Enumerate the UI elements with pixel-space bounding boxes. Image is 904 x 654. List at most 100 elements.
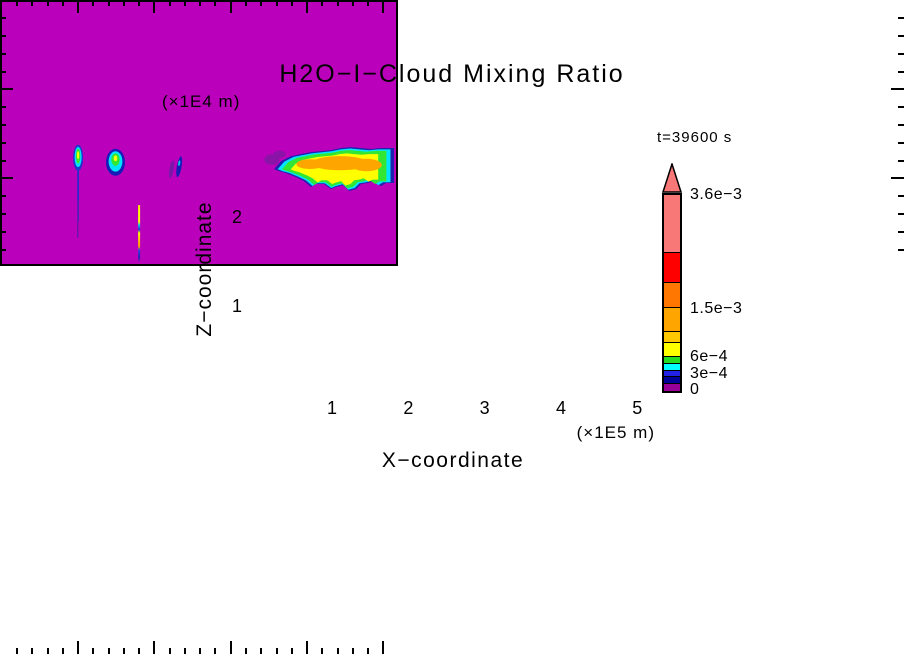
axis-tick <box>183 0 186 6</box>
axis-tick <box>891 177 904 180</box>
axis-tick <box>46 648 49 654</box>
colorbar-segment <box>664 252 680 282</box>
axis-tick <box>199 0 202 6</box>
axis-tick <box>351 648 354 654</box>
axis-tick <box>260 648 263 654</box>
axis-tick <box>0 177 13 180</box>
anvil-smudge-2 <box>273 150 286 158</box>
plot-features-svg <box>73 144 394 262</box>
z-tick-label: 1 <box>231 296 242 317</box>
axis-tick <box>92 0 95 6</box>
anvil-core-orange-3 <box>351 158 382 172</box>
axis-tick <box>0 34 6 37</box>
axis-tick <box>898 212 904 215</box>
axis-tick <box>0 248 6 251</box>
colorbar-segment <box>664 363 680 370</box>
axis-tick <box>275 648 278 654</box>
z-tick-label: 2 <box>231 207 242 228</box>
axis-tick <box>229 641 232 654</box>
x-tick-label: 5 <box>632 398 643 418</box>
axis-tick <box>382 641 385 654</box>
colorbar-segment <box>664 342 680 356</box>
axis-tick <box>336 648 339 654</box>
x-axis-unit: (×1E5 m) <box>576 423 655 442</box>
axis-tick <box>898 52 904 55</box>
axis-tick <box>306 641 308 654</box>
axis-tick <box>168 0 171 6</box>
axis-tick <box>0 123 6 126</box>
axis-tick <box>351 0 354 6</box>
axis-tick <box>107 648 110 654</box>
small-cloud-1 <box>77 151 80 160</box>
axis-tick <box>898 106 904 109</box>
axis-tick <box>229 0 232 13</box>
x-tick-label: 3 <box>479 398 490 418</box>
axis-tick <box>31 648 34 654</box>
axis-tick <box>898 70 904 73</box>
axis-tick <box>0 230 6 233</box>
axis-tick <box>122 0 125 6</box>
axis-tick <box>214 648 217 654</box>
axis-tick <box>0 141 6 144</box>
axis-tick <box>0 88 13 91</box>
axis-tick <box>898 123 904 126</box>
colorbar-overflow-arrow <box>661 161 683 193</box>
axis-tick <box>290 0 293 6</box>
axis-tick <box>898 230 904 233</box>
axis-tick <box>31 0 34 6</box>
axis-tick <box>898 141 904 144</box>
colorbar-segment <box>664 383 680 391</box>
axis-tick <box>382 0 385 13</box>
axis-tick <box>138 648 141 654</box>
axis-tick <box>0 70 6 73</box>
axis-tick <box>245 648 247 654</box>
axis-tick <box>290 648 293 654</box>
axis-tick <box>321 648 324 654</box>
axis-tick <box>0 195 6 198</box>
x-tick-label: 1 <box>327 398 338 418</box>
axis-tick <box>367 0 370 6</box>
colorbar-segment <box>664 376 680 383</box>
anvil-core-orange-2 <box>296 159 324 170</box>
axis-tick <box>168 648 171 654</box>
axis-tick <box>275 0 278 6</box>
time-label: t=39600 s <box>657 129 733 146</box>
small-cloud-2 <box>113 155 118 162</box>
axis-tick <box>306 0 308 13</box>
axis-tick <box>0 212 6 215</box>
axis-tick <box>336 0 339 6</box>
colorbar-label: 1.5e−3 <box>690 300 743 317</box>
axis-tick <box>214 0 217 6</box>
colorbar-label: 6e−4 <box>690 348 729 365</box>
axis-tick <box>245 0 247 6</box>
axis-tick <box>891 88 904 91</box>
axis-tick <box>898 159 904 162</box>
axis-tick <box>92 648 95 654</box>
axis-tick <box>898 17 904 20</box>
axis-tick <box>122 648 125 654</box>
axis-tick <box>77 641 80 654</box>
colorbar-segment <box>664 331 680 342</box>
colorbar <box>662 193 682 393</box>
axis-tick <box>107 0 110 6</box>
axis-tick <box>46 0 49 6</box>
axis-tick <box>898 248 904 251</box>
axis-tick <box>898 195 904 198</box>
axis-tick <box>153 641 156 654</box>
colorbar-label: 3.6e−3 <box>690 186 743 203</box>
colorbar-label: 3e−4 <box>690 365 729 382</box>
wisp-right <box>178 160 181 166</box>
axis-tick <box>0 159 6 162</box>
axis-tick <box>77 0 80 13</box>
axis-tick <box>61 648 64 654</box>
axis-tick <box>16 648 18 654</box>
colorbar-segment <box>664 307 680 331</box>
axis-tick <box>16 0 18 6</box>
colorbar-segment <box>664 370 680 376</box>
axis-tick <box>321 0 324 6</box>
x-tick-label: 2 <box>403 398 414 418</box>
plot-title: H2O−I−Cloud Mixing Ratio <box>279 60 625 88</box>
z-axis-unit: (×1E4 m) <box>162 92 241 111</box>
